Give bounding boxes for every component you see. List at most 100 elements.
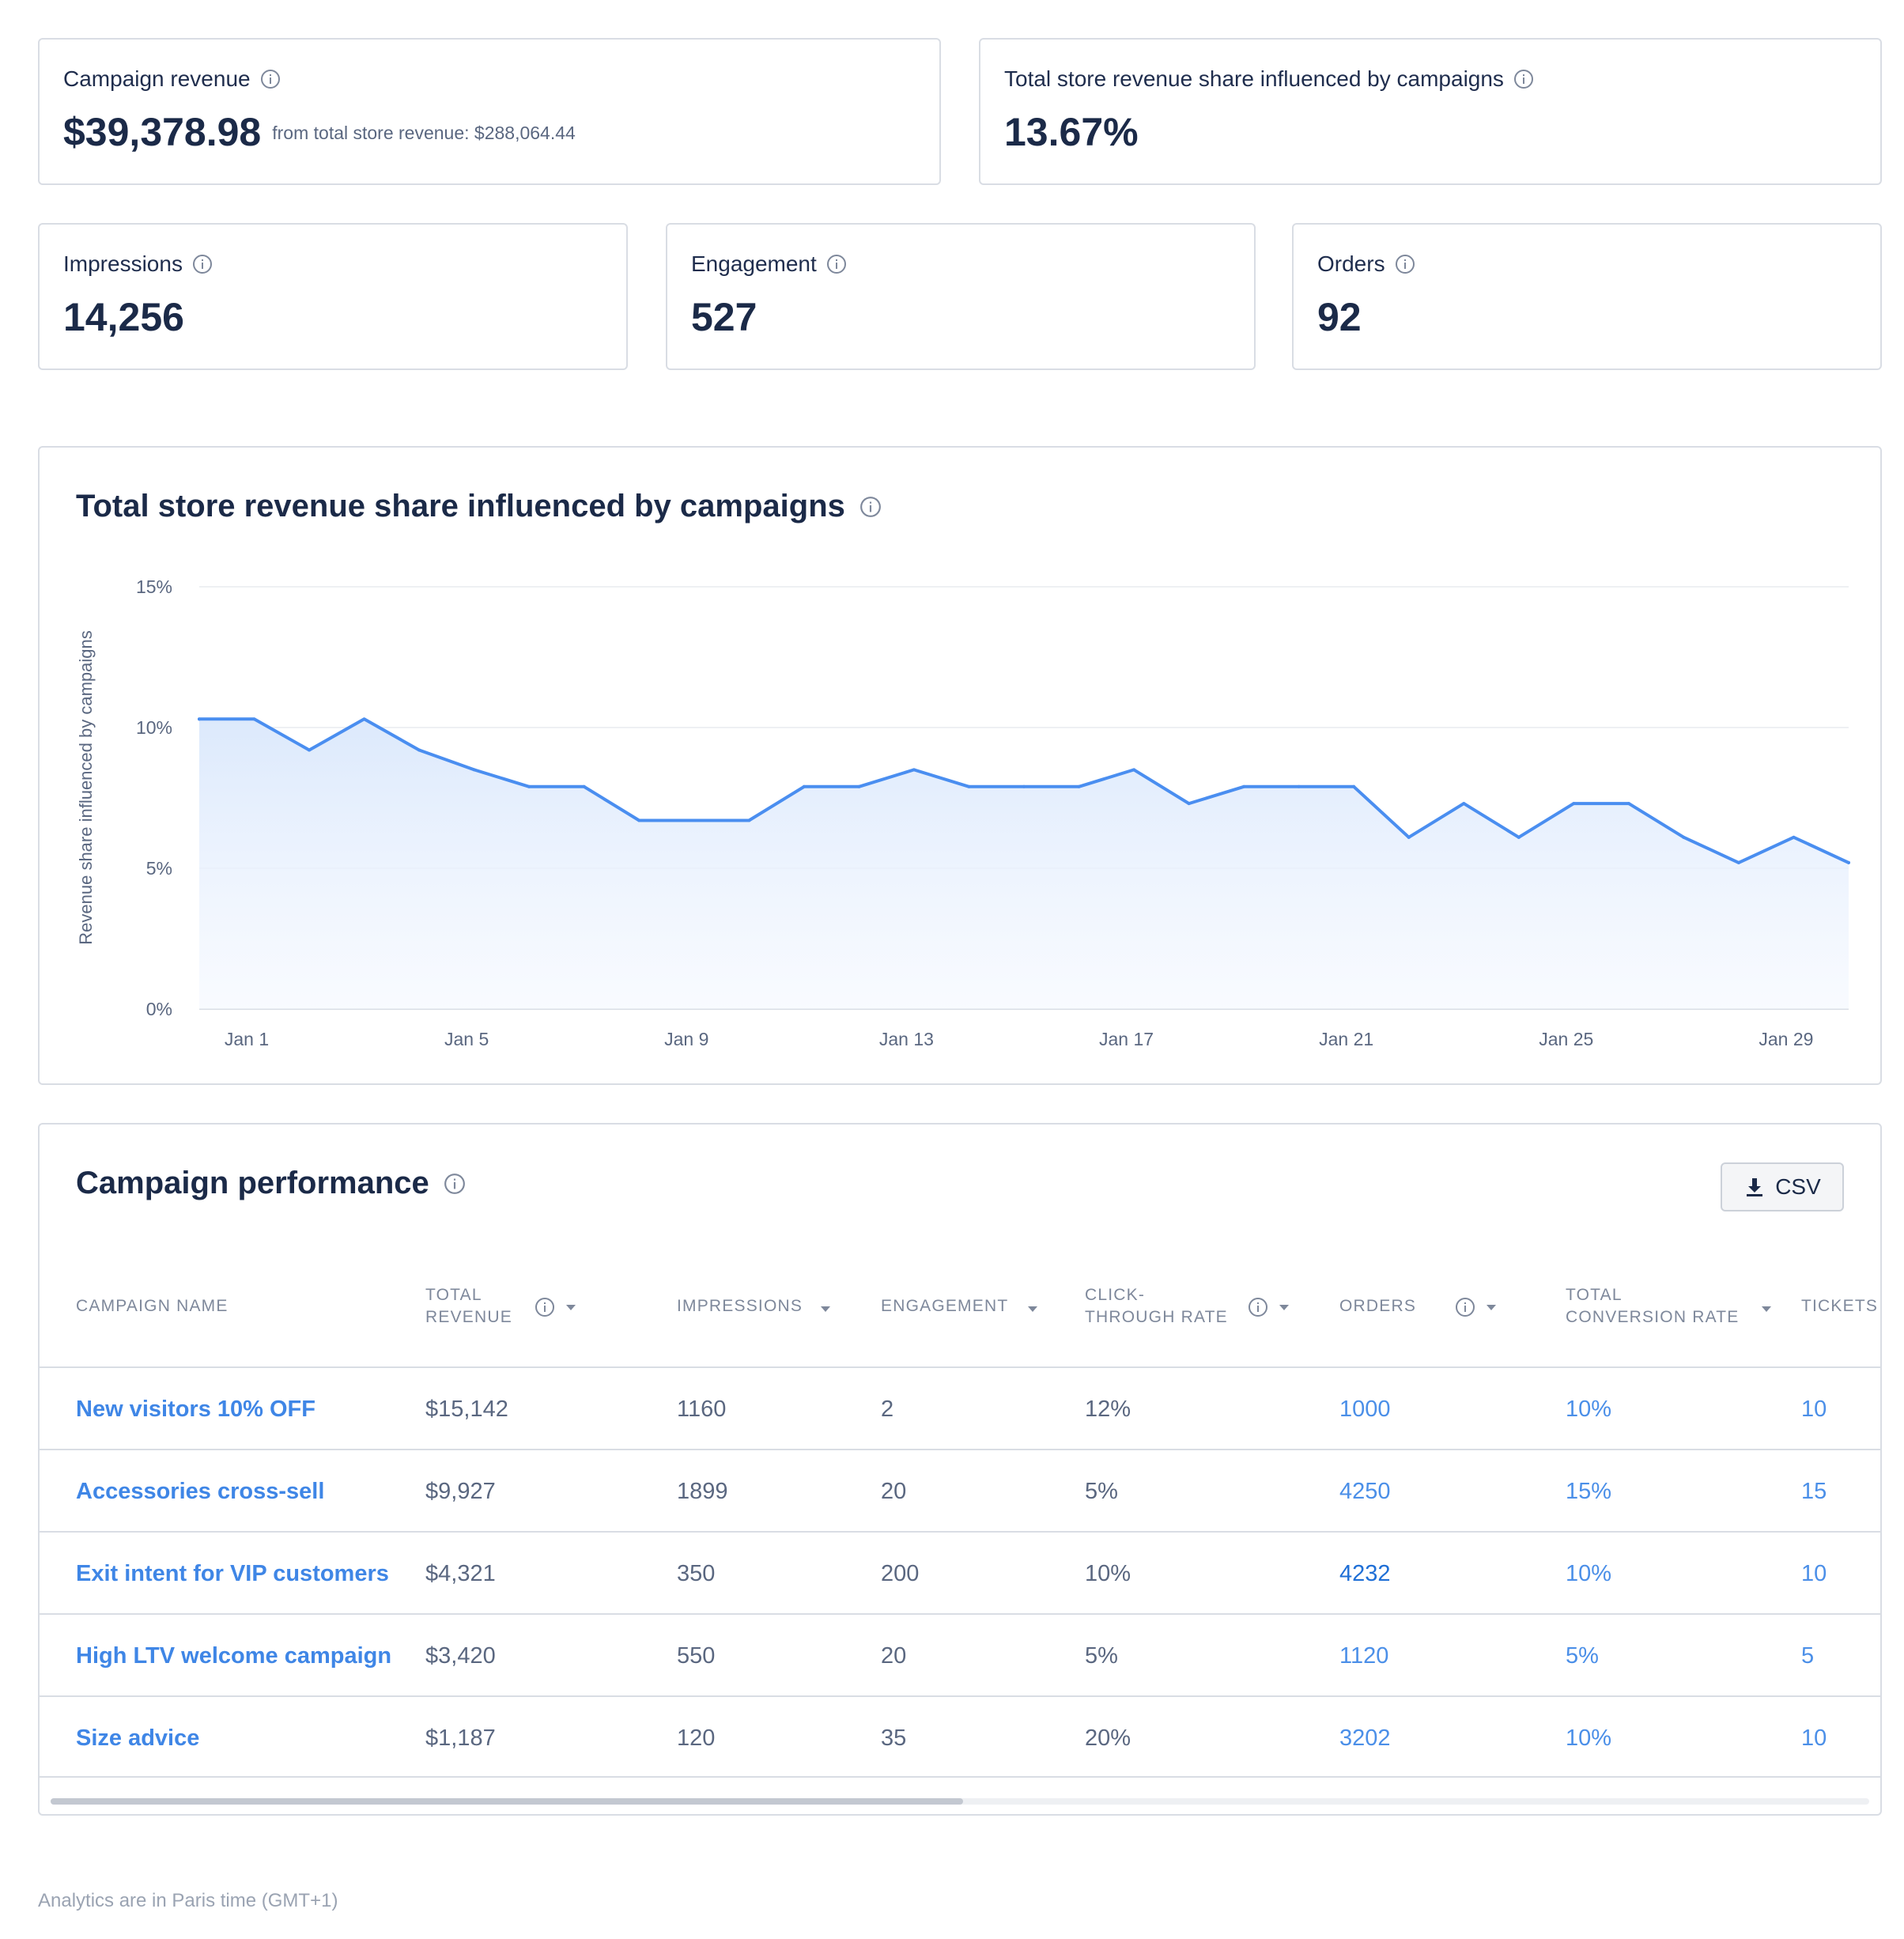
tickets-link[interactable]: 10 (1801, 1725, 1827, 1751)
info-icon[interactable] (535, 1297, 555, 1317)
y-axis-label: Revenue share influenced by campaigns (76, 630, 96, 944)
info-icon[interactable] (260, 69, 281, 89)
tickets-link[interactable]: 5 (1801, 1643, 1815, 1669)
conversion-link[interactable]: 5% (1566, 1643, 1599, 1669)
data-point (1462, 802, 1466, 806)
table-row[interactable]: High LTV welcome campaign $3,420 550 20 … (40, 1613, 1880, 1695)
x-tick-label: Jan 9 (664, 1029, 708, 1049)
table-row[interactable]: New visitors 10% OFF $15,142 1160 2 12% … (40, 1366, 1880, 1449)
revenue-share-value: 13.67% (1004, 110, 1139, 154)
info-icon[interactable] (1455, 1297, 1475, 1317)
data-point (637, 818, 641, 822)
horizontal-scrollbar[interactable] (51, 1798, 1869, 1805)
data-point (417, 748, 421, 752)
csv-download-button[interactable]: CSV (1721, 1162, 1844, 1211)
campaign-revenue-label: Campaign revenue (63, 66, 251, 91)
engagement-cell: 20 (881, 1479, 907, 1504)
orders-link[interactable]: 4232 (1339, 1561, 1391, 1586)
y-tick-label: 15% (136, 576, 172, 597)
table-row[interactable]: Size advice $1,187 120 35 20% 3202 10% 1… (40, 1695, 1880, 1778)
campaign-name-link[interactable]: Exit intent for VIP customers (76, 1561, 389, 1586)
data-point (1736, 860, 1740, 864)
data-point (1187, 802, 1191, 806)
campaign-name-link[interactable]: Accessories cross-sell (76, 1479, 325, 1504)
revenue-share-label: Total store revenue share influenced by … (1004, 66, 1504, 91)
orders-link[interactable]: 1120 (1339, 1643, 1389, 1669)
data-point (472, 768, 476, 772)
tickets-link[interactable]: 15 (1801, 1479, 1827, 1504)
tickets-link[interactable]: 10 (1801, 1561, 1827, 1586)
impressions-cell: 550 (677, 1643, 716, 1669)
table-row[interactable]: Accessories cross-sell $9,927 1899 20 5%… (40, 1449, 1880, 1531)
impressions-card: Impressions 14,256 (38, 223, 628, 370)
revenue-cell: $15,142 (425, 1397, 508, 1422)
info-icon[interactable] (1513, 69, 1534, 89)
scrollbar-thumb[interactable] (51, 1798, 963, 1805)
revenue-share-chart-card: Total store revenue share influenced by … (38, 446, 1882, 1085)
x-tick-label: Jan 13 (879, 1029, 934, 1049)
x-tick-label: Jan 25 (1539, 1029, 1593, 1049)
tickets-link[interactable]: 10 (1801, 1397, 1827, 1422)
header-tickets[interactable]: TICKETS (1801, 1297, 1879, 1315)
sort-caret-icon[interactable] (1762, 1306, 1771, 1312)
campaign-name-link[interactable]: High LTV welcome campaign (76, 1643, 392, 1669)
data-point (967, 784, 971, 788)
info-icon[interactable] (192, 254, 213, 274)
orders-link[interactable]: 1000 (1339, 1397, 1391, 1422)
campaign-performance-card: Campaign performance CSV CAMPAIGN NAME T… (38, 1123, 1882, 1816)
orders-card: Orders 92 (1292, 223, 1882, 370)
data-point (308, 748, 312, 752)
revenue-cell: $1,187 (425, 1725, 496, 1751)
total-store-revenue-note: from total store revenue: $288,064.44 (272, 123, 576, 143)
sort-caret-icon[interactable] (566, 1304, 576, 1310)
info-icon[interactable] (444, 1173, 466, 1195)
header-total-revenue[interactable]: TOTAL REVENUE (425, 1286, 512, 1326)
conversion-link[interactable]: 15% (1566, 1479, 1612, 1504)
data-point (1792, 835, 1796, 839)
ctr-cell: 12% (1085, 1397, 1131, 1422)
x-tick-label: Jan 1 (225, 1029, 269, 1049)
data-point (1407, 835, 1411, 839)
conversion-link[interactable]: 10% (1566, 1561, 1612, 1586)
header-engagement[interactable]: ENGAGEMENT (881, 1297, 1009, 1315)
info-icon[interactable] (826, 254, 847, 274)
header-click-through-rate[interactable]: CLICK- THROUGH RATE (1085, 1286, 1228, 1326)
impressions-cell: 1160 (677, 1397, 727, 1422)
header-orders[interactable]: ORDERS (1339, 1297, 1417, 1315)
data-point (857, 784, 861, 788)
info-icon[interactable] (1395, 254, 1415, 274)
timezone-note: Analytics are in Paris time (GMT+1) (38, 1890, 338, 1911)
revenue-share-card: Total store revenue share influenced by … (979, 38, 1882, 185)
campaign-name-link[interactable]: New visitors 10% OFF (76, 1397, 315, 1422)
orders-link[interactable]: 4250 (1339, 1479, 1391, 1504)
campaign-revenue-card: Campaign revenue $39,378.98 from total st… (38, 38, 941, 185)
header-campaign-name[interactable]: CAMPAIGN NAME (76, 1297, 229, 1315)
conversion-link[interactable]: 10% (1566, 1397, 1612, 1422)
data-point (1517, 835, 1521, 839)
impressions-cell: 1899 (677, 1479, 728, 1504)
revenue-cell: $3,420 (425, 1643, 496, 1669)
sort-caret-icon[interactable] (1028, 1306, 1037, 1312)
header-total-conversion-rate[interactable]: TOTAL CONVERSION RATE (1566, 1286, 1740, 1326)
x-tick-label: Jan 21 (1319, 1029, 1373, 1049)
data-point (1132, 768, 1136, 772)
orders-link[interactable]: 3202 (1339, 1725, 1391, 1751)
data-point (692, 818, 696, 822)
table-row[interactable]: Exit intent for VIP customers $4,321 350… (40, 1531, 1880, 1613)
y-axis-ticks: 0% 5% 10% 15% (136, 576, 172, 1019)
sort-caret-icon[interactable] (821, 1306, 830, 1312)
x-tick-label: Jan 17 (1099, 1029, 1154, 1049)
info-icon[interactable] (859, 496, 882, 518)
conversion-link[interactable]: 10% (1566, 1725, 1612, 1751)
performance-title: Campaign performance (76, 1166, 429, 1200)
sort-caret-icon[interactable] (1487, 1304, 1496, 1310)
data-point (1022, 784, 1026, 788)
header-impressions[interactable]: IMPRESSIONS (677, 1297, 803, 1315)
campaign-name-link[interactable]: Size advice (76, 1725, 200, 1751)
data-point (198, 717, 201, 721)
revenue-share-line-chart: 0%5%10%15% Jan 1 Jan 5 Jan 9 Jan 13 Jan 17 Ja… (76, 576, 1850, 1049)
info-icon[interactable] (1248, 1297, 1268, 1317)
sort-caret-icon[interactable] (1279, 1304, 1289, 1310)
x-axis-ticks: Jan 1 Jan 5 Jan 9 Jan 13 Jan 17 Jan 21 Jan 25 J… (225, 1029, 1814, 1049)
data-point (527, 784, 531, 788)
